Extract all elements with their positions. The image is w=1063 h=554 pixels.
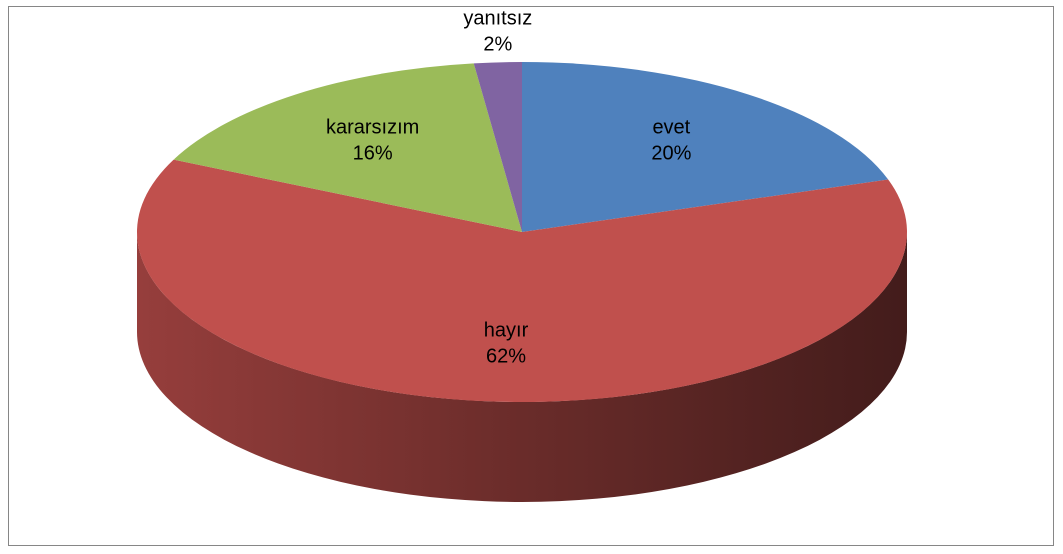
slice: [136, 159, 908, 403]
slice-value-label: 62%: [486, 345, 526, 367]
slice-category-label: hayır: [484, 319, 529, 341]
slice: [173, 63, 522, 232]
pie-sides: [137, 232, 907, 502]
slice-category-label: yanıtsız: [463, 8, 532, 30]
slice-side: [137, 232, 907, 502]
slice-value-label: 16%: [353, 143, 393, 165]
pie-tops: [136, 62, 908, 403]
slice: [473, 62, 522, 232]
pie-labels: evet 20% hayır 62% kararsızım 16% yanıtsız 2%: [326, 8, 692, 368]
slice: [522, 62, 889, 232]
slice-value-label: 20%: [651, 143, 691, 165]
slice-value-label: 2%: [483, 34, 512, 56]
slice-category-label: kararsızım: [326, 117, 419, 139]
slice-category-label: evet: [652, 117, 690, 139]
